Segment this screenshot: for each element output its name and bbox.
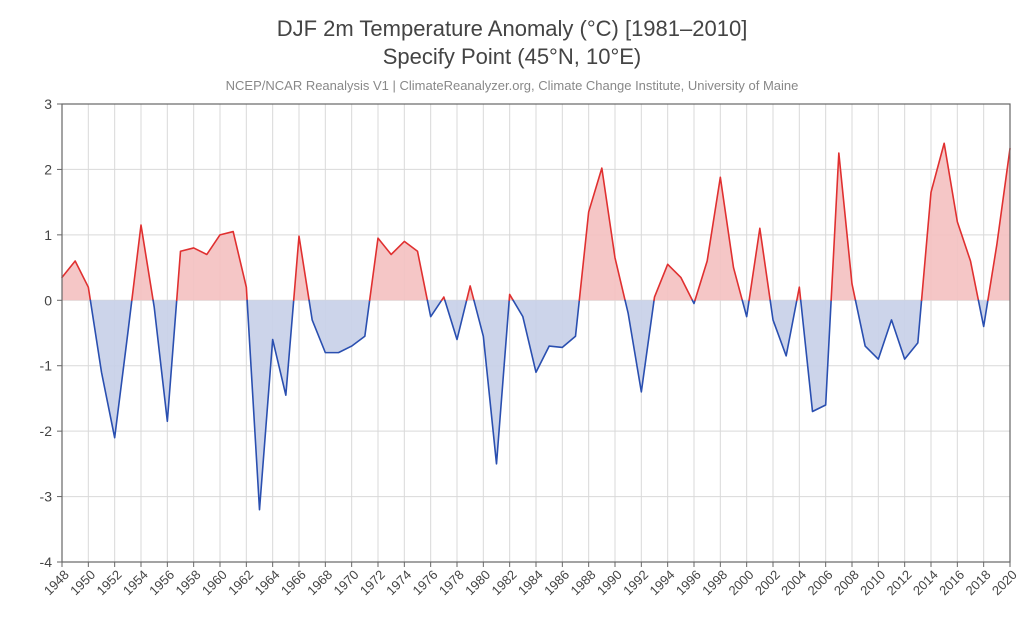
- svg-text:1: 1: [44, 227, 52, 243]
- svg-text:3: 3: [44, 96, 52, 112]
- anomaly-chart: -4-3-2-101231948195019521954195619581960…: [0, 0, 1024, 640]
- chart-title-line2: Specify Point (45°N, 10°E): [0, 44, 1024, 70]
- svg-text:-1: -1: [40, 358, 53, 374]
- chart-title-line1: DJF 2m Temperature Anomaly (°C) [1981–20…: [0, 16, 1024, 42]
- svg-text:0: 0: [44, 292, 52, 308]
- svg-text:-2: -2: [40, 423, 53, 439]
- svg-text:-3: -3: [40, 489, 53, 505]
- svg-text:2: 2: [44, 161, 52, 177]
- svg-text:-4: -4: [40, 554, 53, 570]
- chart-subtitle: NCEP/NCAR Reanalysis V1 | ClimateReanaly…: [0, 78, 1024, 93]
- chart-container: DJF 2m Temperature Anomaly (°C) [1981–20…: [0, 0, 1024, 640]
